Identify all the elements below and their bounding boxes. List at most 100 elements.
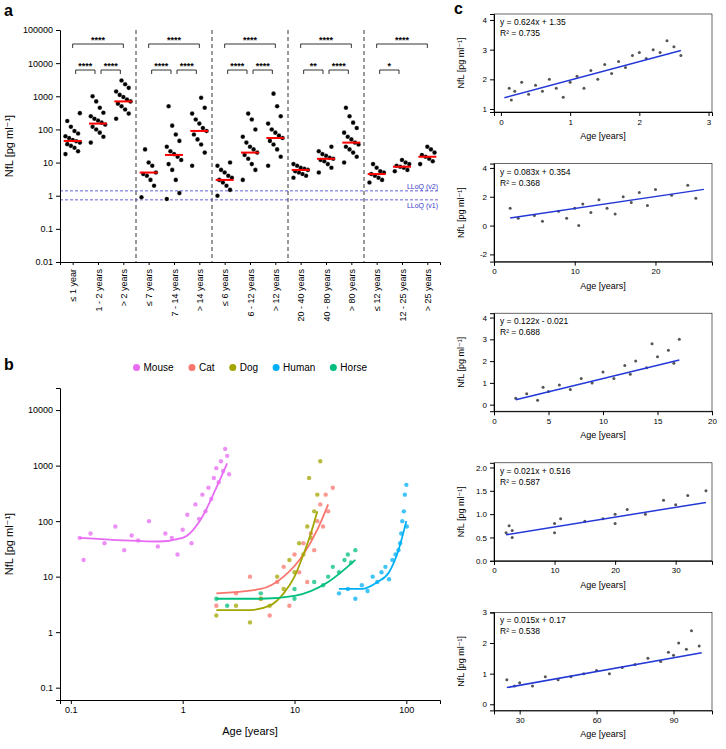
annotation: y = 0.122x - 0.021 — [500, 316, 569, 326]
tick: 20 — [708, 411, 717, 426]
tick: 0 — [492, 262, 497, 277]
tick-label: 0 — [492, 566, 497, 575]
point — [505, 678, 508, 681]
point — [185, 513, 189, 517]
point — [367, 180, 372, 185]
point — [123, 82, 128, 87]
tick-mark — [501, 112, 502, 116]
tick: ≤ 1 year — [68, 262, 78, 301]
point — [122, 548, 126, 552]
tick-label: 1.5 — [476, 487, 488, 496]
point — [317, 170, 322, 175]
point — [117, 93, 122, 98]
tick-label: ≤ 1 year — [68, 269, 78, 301]
axis: 0.00.51.01.52.0 — [476, 463, 495, 566]
point — [383, 565, 387, 569]
point — [580, 377, 583, 380]
tick-label: 1000 — [33, 92, 53, 102]
point — [511, 529, 514, 532]
axis-title: Age [years] — [580, 131, 626, 141]
point — [646, 204, 649, 207]
tick: 10 — [43, 158, 60, 168]
point — [266, 121, 271, 126]
point — [114, 116, 119, 121]
x-axis: ≤ 1 year1 - 2 years> 2 years≤ 7 years7 -… — [61, 262, 441, 322]
tick-label: 100 — [38, 517, 53, 527]
tick: 15 — [654, 411, 663, 426]
tick-label: > 14 years — [195, 269, 205, 312]
fit-line — [80, 463, 227, 541]
legend-label: Horse — [340, 362, 367, 373]
point — [351, 120, 356, 125]
median — [317, 158, 335, 160]
bracket — [149, 44, 200, 48]
bracket — [76, 70, 95, 74]
tick-label: 15 — [654, 417, 663, 426]
point — [315, 492, 319, 496]
point — [344, 105, 349, 110]
point — [326, 574, 330, 578]
fit-line — [216, 511, 317, 610]
tick: 2 — [483, 639, 494, 648]
tick: 20 — [652, 262, 661, 277]
tick-label: 30 — [672, 566, 681, 575]
tick: > 80 years — [347, 262, 357, 311]
point — [667, 349, 670, 352]
axis-line — [56, 31, 61, 263]
point — [223, 447, 227, 451]
tick-mark — [225, 262, 226, 265]
tick-label: 20 - 40 years — [296, 269, 306, 322]
tick-label: 10000 — [28, 405, 53, 415]
point — [387, 577, 391, 581]
point — [215, 193, 220, 198]
axis: 0102030 — [492, 561, 712, 576]
tick-mark — [709, 112, 710, 116]
tick-label: 4 — [483, 164, 488, 173]
median — [64, 140, 82, 142]
median — [89, 123, 107, 125]
tick-label: 4 — [483, 314, 488, 323]
point — [170, 168, 175, 173]
plot-area — [505, 489, 708, 539]
tick: 10000 — [28, 59, 60, 69]
point — [202, 105, 207, 110]
tick: 3 — [707, 112, 712, 127]
point — [347, 114, 352, 119]
point — [337, 591, 341, 595]
plot-area — [504, 39, 682, 101]
point — [267, 613, 271, 617]
tick-mark — [490, 561, 494, 562]
point — [215, 163, 220, 168]
point — [513, 90, 516, 93]
point — [165, 197, 170, 202]
tick-mark — [490, 20, 494, 21]
point — [81, 558, 85, 562]
tick: 0.5 — [476, 534, 494, 543]
point — [292, 587, 296, 591]
tick: 60 — [593, 710, 602, 725]
tick-mark — [56, 163, 60, 164]
tick-label: > 80 years — [347, 269, 357, 312]
tick-mark — [570, 112, 571, 116]
point — [266, 163, 271, 168]
point — [275, 574, 279, 578]
median — [418, 156, 436, 158]
point — [206, 486, 210, 490]
tick: 0.1 — [65, 700, 78, 715]
tick-label: 0.0 — [476, 557, 488, 566]
point — [248, 620, 252, 624]
axis-line — [490, 613, 495, 711]
tick-mark — [597, 710, 598, 714]
point — [199, 142, 204, 147]
point — [525, 392, 528, 395]
point — [634, 360, 637, 363]
axis-title: Age [years] — [222, 725, 278, 737]
tick: 1 — [483, 379, 494, 388]
tick-mark — [56, 63, 60, 64]
tick-label: 20 — [611, 566, 620, 575]
point — [520, 81, 523, 84]
tick-mark — [56, 30, 60, 31]
axis: 306090 — [495, 710, 713, 725]
point — [329, 144, 334, 149]
point — [553, 522, 556, 525]
